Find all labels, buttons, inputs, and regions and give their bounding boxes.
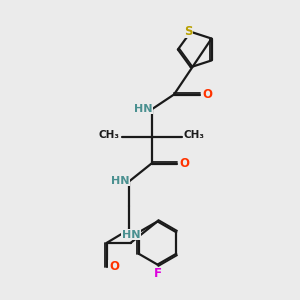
Text: O: O (109, 260, 119, 274)
Text: CH₃: CH₃ (184, 130, 205, 140)
Text: HN: HN (111, 176, 130, 186)
Text: CH₃: CH₃ (98, 130, 119, 140)
Text: S: S (184, 25, 193, 38)
Text: HN: HN (134, 104, 152, 114)
Text: O: O (202, 88, 212, 101)
Text: F: F (154, 267, 161, 280)
Text: HN: HN (122, 230, 140, 240)
Text: O: O (179, 157, 190, 170)
